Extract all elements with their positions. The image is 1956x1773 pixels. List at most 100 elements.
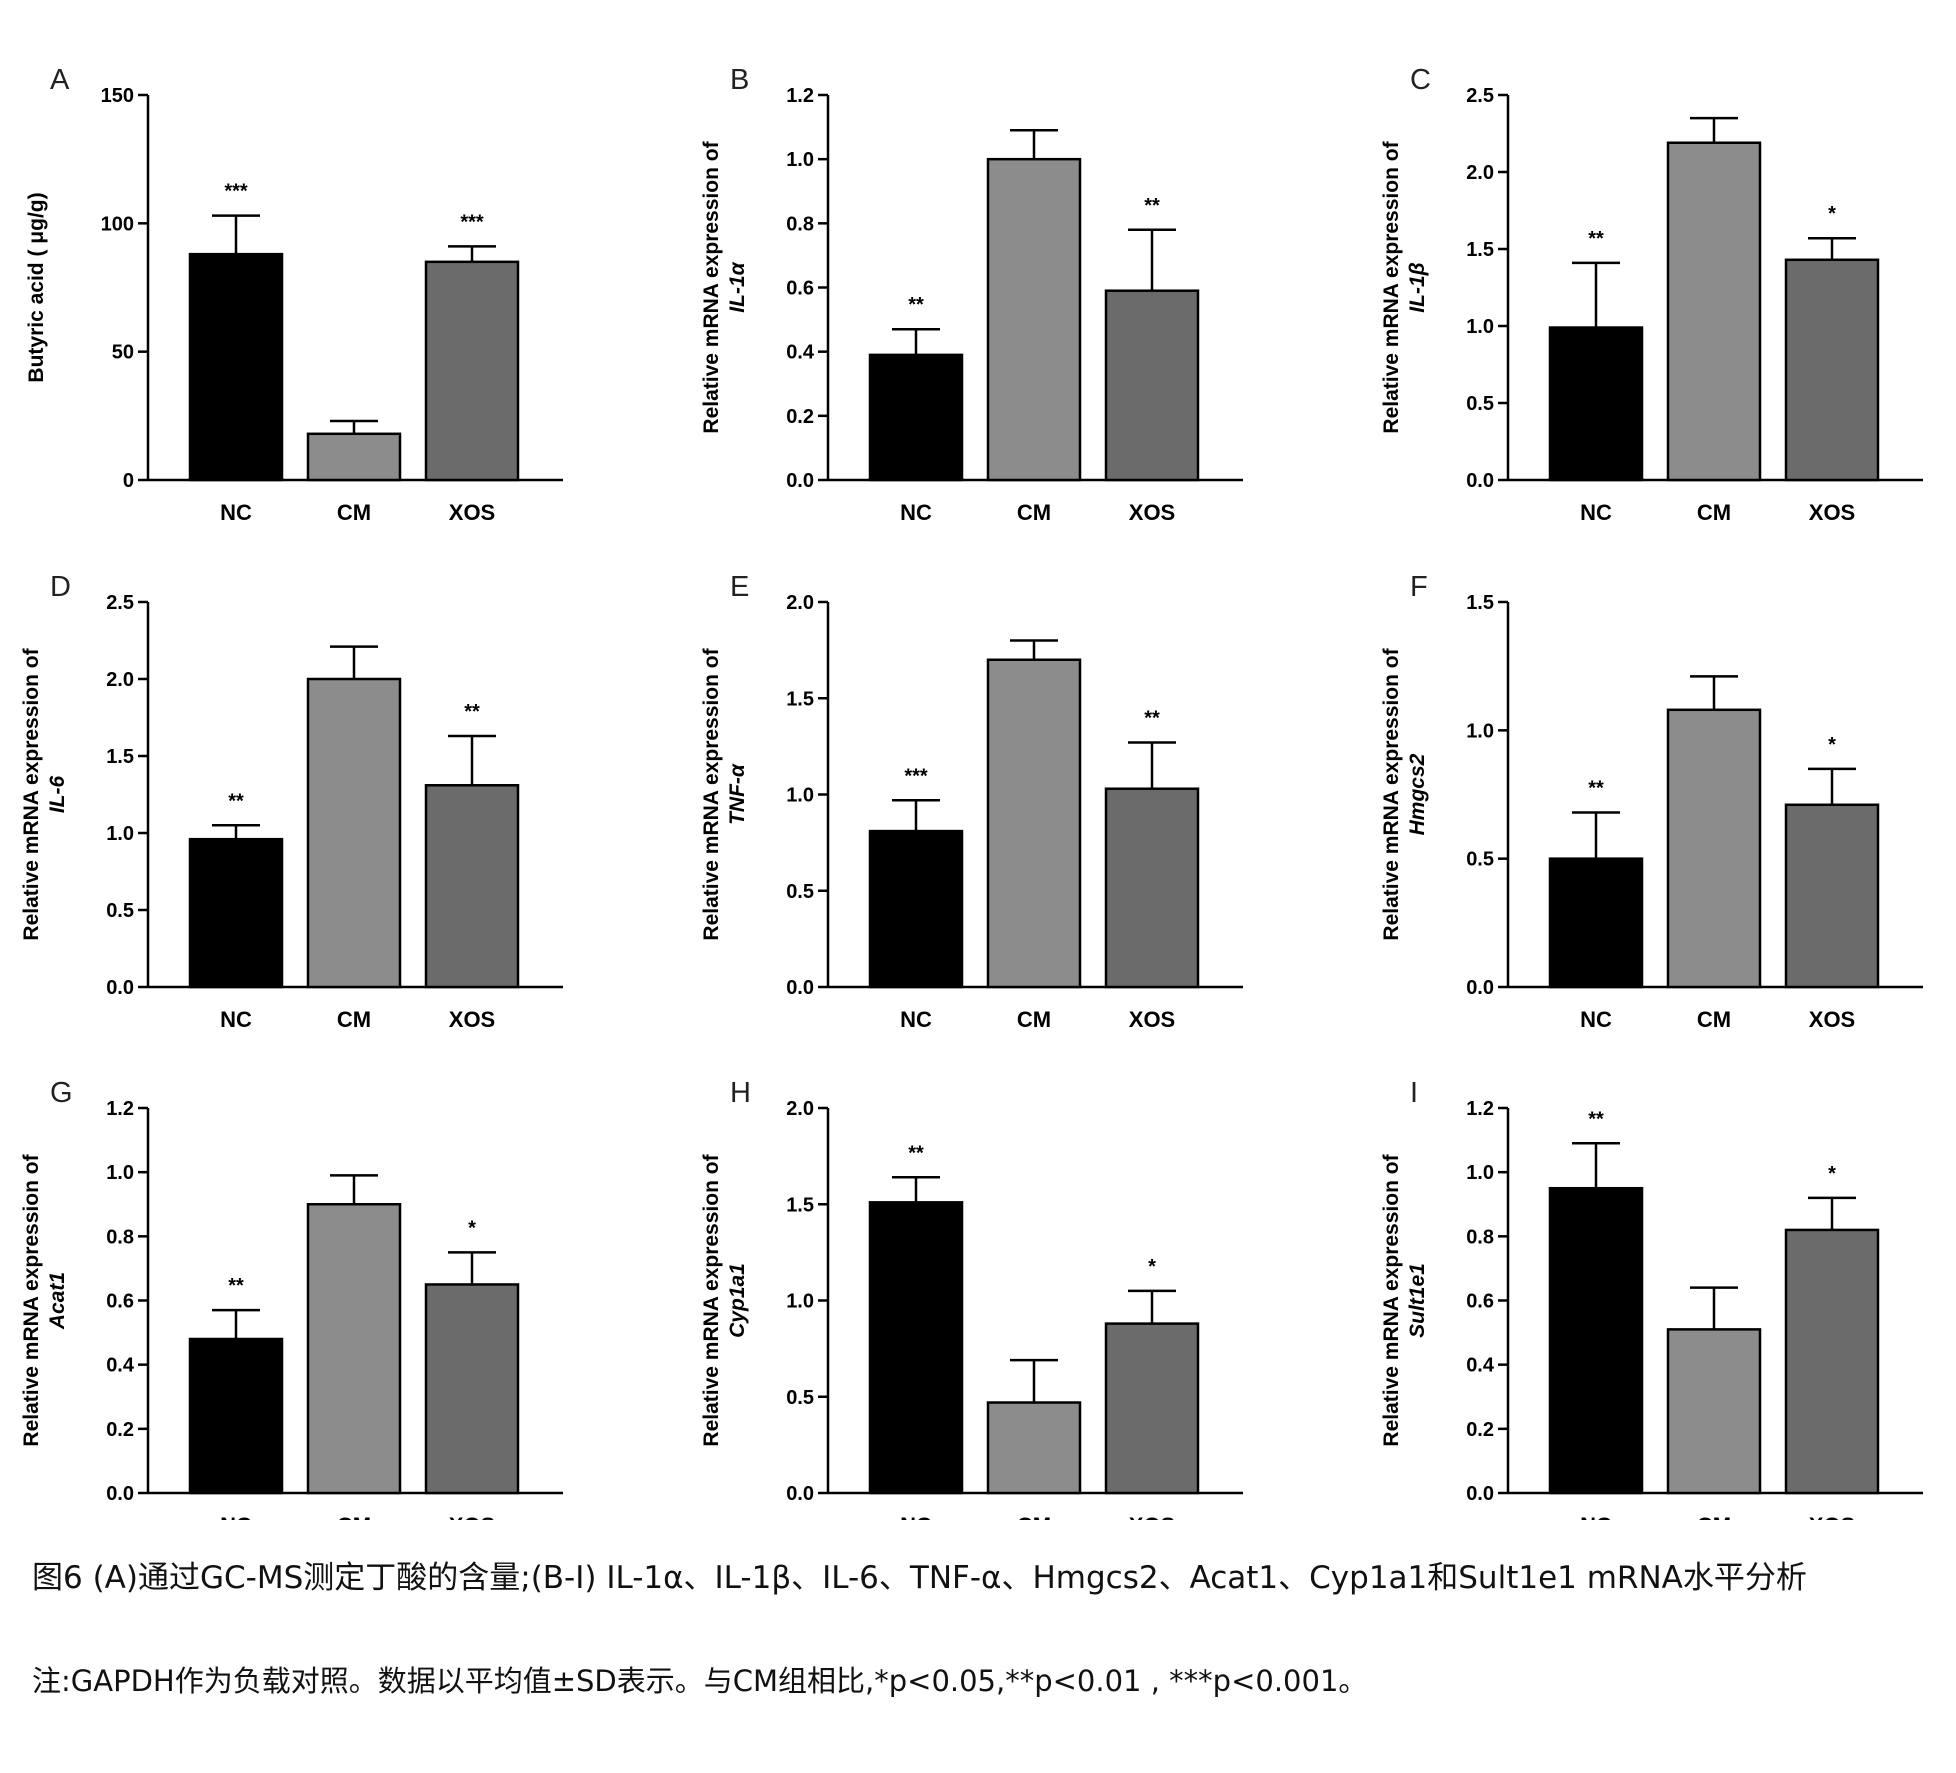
y-axis-title-g: Relative mRNA expression of: [20, 1153, 43, 1446]
figure-caption: 图6 (A)通过GC-MS测定丁酸的含量;(B-I) IL-1α、IL-1β、I…: [32, 1560, 1807, 1596]
y-axis-title-h: Relative mRNA expression of: [700, 1153, 723, 1446]
y-tick-label-i: 0.6: [1466, 1291, 1494, 1313]
y-tick-label-e: 1.5: [786, 688, 814, 710]
panel-letter-b: B: [730, 64, 749, 96]
bar-xos-c: [1784, 258, 1880, 482]
y-tick-label-c: 1.5: [1466, 239, 1494, 261]
panel-letter-d: D: [50, 571, 71, 603]
y-tick-label-e: 2.0: [786, 592, 814, 614]
x-tick-label-c: XOS: [1809, 500, 1855, 525]
x-tick-label-f: NC: [1580, 1007, 1612, 1032]
x-tick-label-d: XOS: [449, 1007, 495, 1032]
significance-label-g: *: [468, 1217, 476, 1239]
y-axis-title-f: Relative mRNA expression of: [1380, 647, 1403, 940]
y-tick-label-i: 0.4: [1466, 1355, 1495, 1377]
bar-nc-h: [868, 1201, 964, 1495]
y-axis-title-c: Relative mRNA expression of: [1380, 140, 1403, 433]
y-tick-label-b: 1.0: [786, 149, 814, 171]
y-axis-gene-h: Cyp1a1: [726, 1263, 749, 1338]
y-axis-gene-b: IL-1α: [726, 261, 749, 312]
panel-h: H 0.0 0.5 1.0 1.5 2.0 Relative mRNA expression…: [700, 1077, 1243, 1520]
x-tick-label-i: XOS: [1809, 1513, 1855, 1520]
bar-nc-c: [1548, 326, 1644, 482]
bar-nc-f: [1548, 857, 1644, 989]
panel-a: A 0 50 100 150 Butyric acid ( μg/g) *** NC CM ***…: [25, 64, 563, 525]
x-tick-label-b: XOS: [1129, 500, 1175, 525]
significance-label-h: *: [1148, 1256, 1156, 1278]
significance-label-a: ***: [460, 211, 484, 233]
panel-letter-g: G: [50, 1077, 73, 1109]
significance-label-f: *: [1828, 734, 1836, 756]
panel-letter-e: E: [730, 571, 749, 603]
y-tick-label-i: 0.8: [1466, 1226, 1494, 1248]
bar-xos-i: [1784, 1228, 1880, 1495]
y-tick-label-c: 0.0: [1466, 470, 1494, 492]
bar-xos-e: [1104, 787, 1200, 989]
y-tick-label-c: 1.0: [1466, 316, 1494, 338]
bar-nc-d: [188, 837, 284, 989]
bar-xos-h: [1104, 1322, 1200, 1495]
y-tick-label-b: 1.2: [786, 85, 814, 107]
panel-g: G 0.0 0.2 0.4 0.6 0.8 1.0 1.2 Relative mRNA expr…: [20, 1077, 563, 1520]
bar-nc-g: [188, 1337, 284, 1495]
y-tick-label-e: 0.0: [786, 977, 814, 999]
y-tick-label-g: 0.4: [106, 1355, 135, 1377]
bar-xos-g: [424, 1283, 520, 1495]
bar-cm-h: [986, 1401, 1082, 1495]
x-tick-label-b: CM: [1017, 500, 1051, 525]
y-tick-label-g: 0.2: [106, 1419, 134, 1441]
significance-label-e: **: [1144, 708, 1160, 730]
significance-label-f: **: [1588, 777, 1604, 799]
panel-e: E 0.0 0.5 1.0 1.5 2.0 Relative mRNA expression…: [700, 571, 1243, 1032]
y-tick-label-a: 150: [101, 85, 134, 107]
y-tick-label-f: 1.5: [1466, 592, 1494, 614]
bar-cm-a: [306, 432, 402, 482]
y-tick-label-d: 1.0: [106, 823, 134, 845]
y-tick-label-f: 0.0: [1466, 977, 1494, 999]
y-tick-label-e: 0.5: [786, 881, 814, 903]
y-tick-label-d: 1.5: [106, 746, 134, 768]
bar-xos-a: [424, 260, 520, 482]
y-axis-gene-c: IL-1β: [1406, 262, 1429, 312]
significance-label-c: **: [1588, 228, 1604, 250]
x-tick-label-g: XOS: [449, 1513, 495, 1520]
panel-letter-f: F: [1410, 571, 1428, 603]
y-tick-label-g: 0.8: [106, 1226, 134, 1248]
y-tick-label-g: 0.0: [106, 1483, 134, 1505]
y-tick-label-e: 1.0: [786, 785, 814, 807]
y-axis-gene-e: TNF-α: [726, 763, 749, 825]
panel-letter-c: C: [1410, 64, 1431, 96]
y-axis-gene-g: Acat1: [46, 1272, 69, 1330]
y-tick-label-d: 2.5: [106, 592, 134, 614]
significance-label-i: *: [1828, 1163, 1836, 1185]
y-axis-title-b: Relative mRNA expression of: [700, 140, 723, 433]
panel-letter-h: H: [730, 1077, 751, 1109]
y-axis-title-e: Relative mRNA expression of: [700, 647, 723, 940]
y-tick-label-c: 2.5: [1466, 85, 1494, 107]
x-tick-label-b: NC: [900, 500, 932, 525]
panel-letter-a: A: [50, 64, 70, 96]
y-tick-label-b: 0.2: [786, 406, 814, 428]
bar-cm-d: [306, 677, 402, 989]
panel-c: C 0.0 0.5 1.0 1.5 2.0 2.5 Relative mRNA express…: [1380, 64, 1923, 525]
bar-nc-e: [868, 829, 964, 989]
y-tick-label-i: 1.0: [1466, 1162, 1494, 1184]
x-tick-label-i: NC: [1580, 1513, 1612, 1520]
bar-cm-g: [306, 1203, 402, 1495]
y-tick-label-d: 0.5: [106, 900, 134, 922]
x-tick-label-f: CM: [1697, 1007, 1731, 1032]
significance-label-a: ***: [224, 181, 248, 203]
bar-cm-f: [1666, 708, 1762, 989]
y-tick-label-h: 0.5: [786, 1387, 814, 1409]
panel-d: D 0.0 0.5 1.0 1.5 2.0 2.5 Relative mRNA express…: [20, 571, 563, 1032]
x-tick-label-e: XOS: [1129, 1007, 1175, 1032]
y-tick-label-b: 0.0: [786, 470, 814, 492]
bar-nc-b: [868, 353, 964, 482]
y-axis-gene-i: Sult1e1: [1406, 1263, 1429, 1338]
y-tick-label-h: 2.0: [786, 1098, 814, 1120]
significance-label-b: **: [908, 294, 924, 316]
x-tick-label-h: NC: [900, 1513, 932, 1520]
y-tick-label-h: 1.0: [786, 1291, 814, 1313]
x-tick-label-i: CM: [1697, 1513, 1731, 1520]
